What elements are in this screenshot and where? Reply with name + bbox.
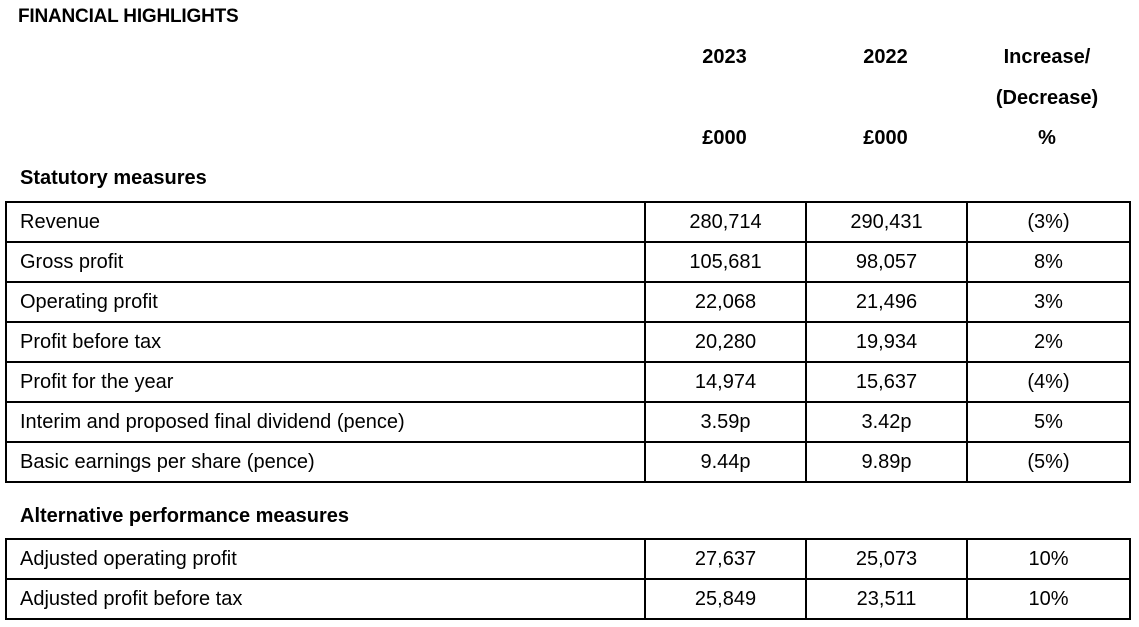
row-label: Profit for the year (5, 361, 646, 403)
alternative-measures-table: Adjusted operating profit 27,637 25,073 … (5, 538, 1131, 620)
value-change: 2% (966, 321, 1131, 363)
value-change: 8% (966, 241, 1131, 283)
row-label: Interim and proposed final dividend (pen… (5, 401, 646, 443)
header-2022-unit: £000 (863, 127, 908, 149)
value-2022: 290,431 (805, 201, 968, 243)
value-2023: 9.44p (644, 441, 807, 483)
value-2023: 280,714 (644, 201, 807, 243)
value-change: 5% (966, 401, 1131, 443)
value-2022: 21,496 (805, 281, 968, 323)
header-2023-unit: £000 (702, 127, 747, 149)
value-change: 10% (966, 578, 1131, 620)
value-change: 3% (966, 281, 1131, 323)
header-change-line1: Increase/ (1003, 46, 1091, 68)
statutory-measures-table: Revenue 280,714 290,431 (3%) Gross profi… (5, 201, 1131, 483)
page-title: FINANCIAL HIGHLIGHTS (18, 6, 239, 27)
table-row: Basic earnings per share (pence) 9.44p 9… (5, 441, 1131, 483)
table-row: Operating profit 22,068 21,496 3% (5, 281, 1131, 323)
value-change: (3%) (966, 201, 1131, 243)
table-row: Profit before tax 20,280 19,934 2% (5, 321, 1131, 363)
value-2023: 22,068 (644, 281, 807, 323)
value-2022: 19,934 (805, 321, 968, 363)
section-title-statutory: Statutory measures (20, 167, 207, 189)
row-label: Profit before tax (5, 321, 646, 363)
row-label: Basic earnings per share (pence) (5, 441, 646, 483)
header-2023-year: 2023 (702, 46, 747, 68)
row-label: Adjusted operating profit (5, 538, 646, 580)
value-2023: 3.59p (644, 401, 807, 443)
value-2023: 14,974 (644, 361, 807, 403)
row-label: Adjusted profit before tax (5, 578, 646, 620)
row-label: Revenue (5, 201, 646, 243)
table-row: Interim and proposed final dividend (pen… (5, 401, 1131, 443)
table-row: Gross profit 105,681 98,057 8% (5, 241, 1131, 283)
value-2023: 25,849 (644, 578, 807, 620)
table-row: Adjusted operating profit 27,637 25,073 … (5, 538, 1131, 580)
table-row: Revenue 280,714 290,431 (3%) (5, 201, 1131, 243)
value-2023: 20,280 (644, 321, 807, 363)
value-change: 10% (966, 538, 1131, 580)
header-change-unit: % (1038, 127, 1056, 149)
value-2022: 9.89p (805, 441, 968, 483)
header-change-line2: (Decrease) (995, 87, 1099, 109)
table-row: Profit for the year 14,974 15,637 (4%) (5, 361, 1131, 403)
header-2022-year: 2022 (863, 46, 908, 68)
section-title-apm: Alternative performance measures (20, 505, 350, 527)
value-2022: 23,511 (805, 578, 968, 620)
table-row: Adjusted profit before tax 25,849 23,511… (5, 578, 1131, 620)
value-2023: 105,681 (644, 241, 807, 283)
value-2022: 15,637 (805, 361, 968, 403)
value-2022: 3.42p (805, 401, 968, 443)
value-2022: 25,073 (805, 538, 968, 580)
row-label: Operating profit (5, 281, 646, 323)
row-label: Gross profit (5, 241, 646, 283)
value-change: (4%) (966, 361, 1131, 403)
value-change: (5%) (966, 441, 1131, 483)
value-2022: 98,057 (805, 241, 968, 283)
value-2023: 27,637 (644, 538, 807, 580)
